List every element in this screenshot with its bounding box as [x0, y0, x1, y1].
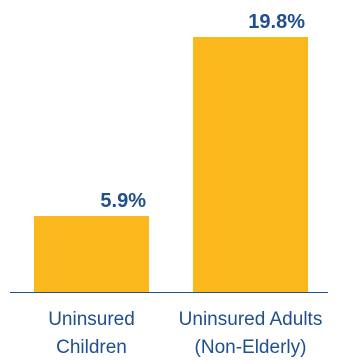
value-labels-layer: 5.9% 19.8% — [100, 11, 305, 212]
value-label-1: 19.8% — [248, 11, 305, 33]
bar-0 — [34, 216, 149, 292]
value-label-0: 5.9% — [100, 190, 146, 212]
category-label-0-line-0: Uninsured — [48, 309, 135, 330]
category-labels-layer: Uninsured Children Uninsured Adults (Non-El… — [48, 309, 322, 358]
bar-1 — [193, 37, 308, 292]
category-label-1-line-0: Uninsured Adults — [179, 309, 323, 330]
category-label-0-line-1: Children — [56, 337, 127, 358]
category-label-1-line-1: (Non-Elderly) — [195, 337, 307, 358]
bars-layer — [34, 37, 308, 292]
